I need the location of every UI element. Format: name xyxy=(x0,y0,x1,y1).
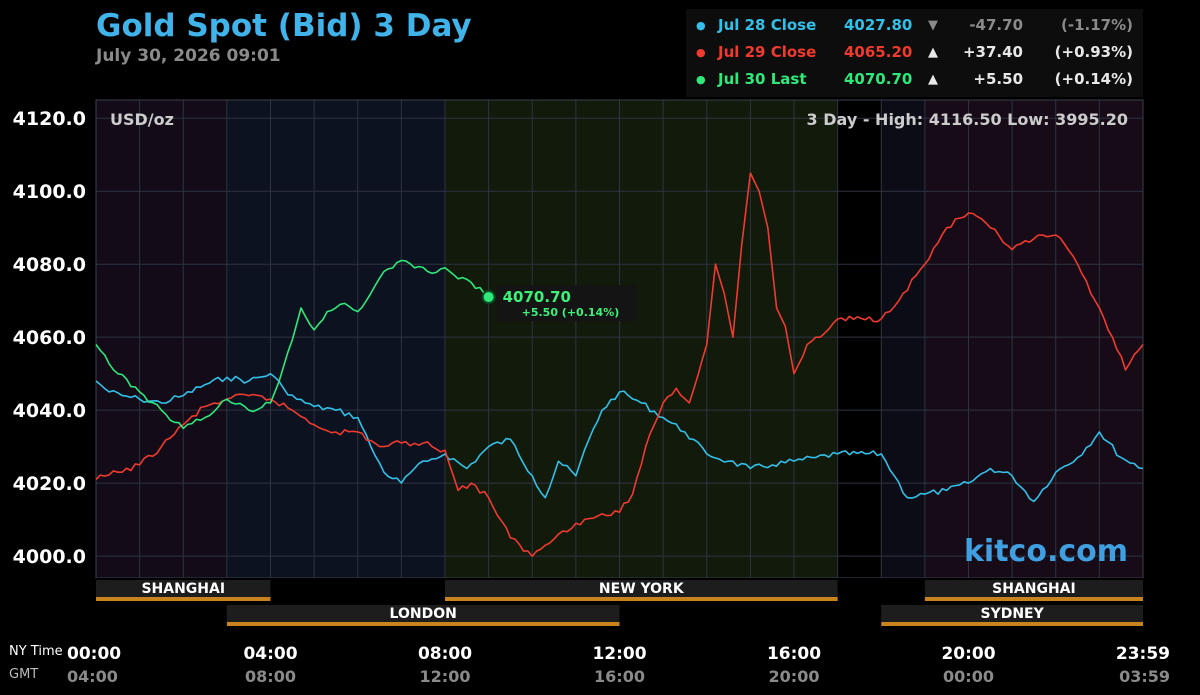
legend: ● Jul 28 Close 4027.80 ▼ -47.70 (-1.17%)… xyxy=(686,9,1143,97)
session-cell xyxy=(445,580,838,597)
x-tick-label-ny: 12:00 xyxy=(592,644,646,664)
y-tick-label: 4060.0 xyxy=(13,327,86,349)
session-band xyxy=(445,100,838,578)
session-band xyxy=(837,100,882,578)
series-line-jul-28-close xyxy=(95,372,1144,503)
x-axis-ticks: 00:00 04:00 04:00 08:00 08:00 12:00 12:00 16:00… xyxy=(67,644,1170,686)
x-tick-label-gmt: 00:00 xyxy=(943,667,994,686)
session-label: SHANGHAI xyxy=(141,581,225,597)
y-tick-label: 4020.0 xyxy=(13,473,86,495)
x-tick-label-ny: 16:00 xyxy=(767,644,821,664)
session-bar xyxy=(881,622,1143,626)
x-tick-label-gmt: 04:00 xyxy=(67,667,118,686)
last-price-change: +5.50 (+0.14%) xyxy=(522,306,620,319)
session-cell xyxy=(96,580,271,597)
x-tick-label-ny: 23:59 xyxy=(1116,644,1170,664)
legend-change: +5.50 xyxy=(973,70,1023,88)
session-band xyxy=(96,100,227,578)
legend-dot-icon: ● xyxy=(696,46,706,59)
x-tick-label-gmt: 16:00 xyxy=(594,667,645,686)
y-tick-label: 4120.0 xyxy=(13,108,86,130)
legend-row-jul30: ● Jul 30 Last 4070.70 ▲ +5.50 (+0.14%) xyxy=(686,70,1143,92)
legend-price: 4070.70 xyxy=(844,70,913,88)
gmt-axis-label: GMT xyxy=(9,667,38,682)
legend-dot-icon: ● xyxy=(696,73,706,86)
range-label: 3 Day - High: 4116.50 Low: 3995.20 xyxy=(807,110,1128,129)
legend-label: Jul 29 Close xyxy=(718,43,817,61)
last-price-box xyxy=(496,285,637,322)
legend-price: 4065.20 xyxy=(844,43,913,61)
x-tick-label-gmt: 12:00 xyxy=(420,667,471,686)
session-label: SYDNEY xyxy=(980,606,1044,622)
chart-title: Gold Spot (Bid) 3 Day xyxy=(96,8,472,44)
arrow-down-icon: ▼ xyxy=(928,18,938,33)
legend-percent: (+0.14%) xyxy=(1054,70,1133,88)
session-bar xyxy=(445,597,838,601)
x-tick-label-ny: 08:00 xyxy=(418,644,472,664)
session-cell xyxy=(881,605,1143,622)
session-bar xyxy=(96,597,271,601)
arrow-up-icon: ▲ xyxy=(928,45,938,60)
legend-label: Jul 30 Last xyxy=(718,70,807,88)
session-cell xyxy=(924,580,1143,597)
last-price-marker: 4070.70+5.50 (+0.14%) xyxy=(481,285,637,322)
unit-label: USD/oz xyxy=(110,110,174,129)
x-tick-label-gmt: 03:59 xyxy=(1119,667,1170,686)
session-label: LONDON xyxy=(390,606,457,622)
x-tick-label-ny: 04:00 xyxy=(243,644,297,664)
legend-label: Jul 28 Close xyxy=(718,16,817,34)
y-tick-label: 4080.0 xyxy=(13,254,86,276)
session-background-bands xyxy=(96,100,1143,578)
legend-percent: (+0.93%) xyxy=(1054,43,1133,61)
x-tick-label-gmt: 08:00 xyxy=(245,667,296,686)
legend-dot-icon: ● xyxy=(696,19,706,32)
last-price-value: 4070.70 xyxy=(503,288,571,306)
legend-price: 4027.80 xyxy=(844,16,913,34)
x-tick-label-gmt: 20:00 xyxy=(769,667,820,686)
x-tick-label-ny: 00:00 xyxy=(67,644,121,664)
legend-change: -47.70 xyxy=(969,16,1023,34)
session-band xyxy=(924,100,1143,578)
y-tick-label: 4000.0 xyxy=(13,546,86,568)
last-price-dot xyxy=(481,290,496,305)
legend-row-jul28: ● Jul 28 Close 4027.80 ▼ -47.70 (-1.17%) xyxy=(686,16,1143,38)
session-bar xyxy=(924,597,1143,601)
y-tick-label: 4040.0 xyxy=(13,400,86,422)
chart-datetime: July 30, 2026 09:01 xyxy=(96,46,281,66)
price-series xyxy=(95,172,1144,557)
legend-change: +37.40 xyxy=(962,43,1023,61)
arrow-up-icon: ▲ xyxy=(928,72,938,87)
session-band xyxy=(881,100,925,578)
series-line-jul-30-last xyxy=(95,259,490,430)
ny-time-axis-label: NY Time xyxy=(9,644,63,659)
legend-row-jul29: ● Jul 29 Close 4065.20 ▲ +37.40 (+0.93%) xyxy=(686,43,1143,65)
session-bar xyxy=(226,622,620,626)
legend-percent: (-1.17%) xyxy=(1061,16,1133,34)
session-band xyxy=(226,100,445,578)
session-label: NEW YORK xyxy=(599,581,685,597)
y-tick-label: 4100.0 xyxy=(13,181,86,203)
x-tick-label-ny: 20:00 xyxy=(941,644,995,664)
session-cell xyxy=(226,605,620,622)
watermark-logo: kitco.com xyxy=(964,534,1128,569)
session-label: SHANGHAI xyxy=(992,581,1076,597)
trading-sessions: SHANGHAI NEW YORK SHANGHAI LONDON SYDNEY xyxy=(96,578,1143,628)
y-axis-ticks: 4120.0 4100.0 4080.0 4060.0 4040.0 4020.0 4000… xyxy=(13,108,86,568)
